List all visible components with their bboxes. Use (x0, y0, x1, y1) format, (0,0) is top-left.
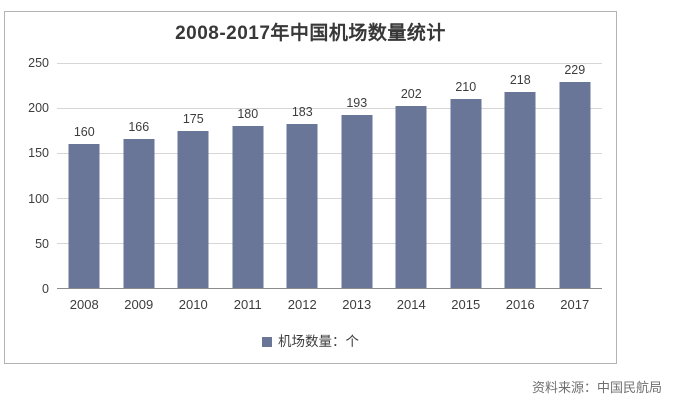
y-tick-label-100: 100 (28, 191, 49, 206)
chart-title: 2008-2017年中国机场数量统计 (175, 23, 446, 44)
x-tick-label-2016: 2016 (505, 297, 535, 312)
x-tick-label-2010: 2010 (178, 297, 208, 312)
bar-2015 (450, 99, 482, 289)
x-tick-label-2009: 2009 (124, 297, 154, 312)
x-tick-label-2011: 2011 (233, 297, 262, 312)
bar-slot-2013: 193 2013 (330, 63, 385, 312)
bar-value-label-2010: 175 (182, 112, 204, 126)
x-tick-label-2008: 2008 (69, 297, 99, 312)
bar-value-label-2013: 193 (346, 96, 368, 110)
bar-value-label-2009: 166 (128, 120, 150, 134)
plot-area: 0 50 100 150 200 250 160 2008 166 2009 175 2010 180… (28, 56, 603, 312)
bar-value-label-2014: 202 (400, 87, 422, 101)
y-tick-label-0: 0 (42, 282, 49, 296)
chart-container: 2008-2017年中国机场数量统计 0 50 100 150 200 250 160 20… (4, 11, 617, 364)
y-tick-label-200: 200 (28, 101, 49, 116)
gridline-50 (57, 243, 602, 245)
x-tick-label-2015: 2015 (451, 297, 481, 312)
bar-2008 (68, 144, 100, 289)
bar-2017 (559, 82, 591, 289)
legend-swatch-icon (262, 336, 272, 347)
bar-2014 (395, 106, 427, 289)
bar-2011 (232, 126, 264, 289)
bar-value-label-2012: 183 (291, 105, 313, 119)
y-tick-label-250: 250 (28, 56, 49, 70)
bar-slot-2017: 229 2017 (548, 63, 603, 312)
bar-slot-2008: 160 2008 (57, 63, 112, 312)
bar-slot-2015: 210 2015 (439, 63, 494, 312)
gridline-200 (57, 107, 602, 109)
x-tick-label-2012: 2012 (287, 297, 317, 312)
x-tick-label-2013: 2013 (342, 297, 372, 312)
source-note: 资料来源：中国民航局 (531, 380, 662, 395)
bar-value-label-2015: 210 (455, 80, 477, 94)
bar-value-label-2011: 180 (237, 107, 259, 121)
bar-value-label-2008: 160 (73, 125, 95, 139)
bar-slot-2010: 175 2010 (166, 63, 221, 312)
gridline-100 (57, 198, 602, 200)
bar-slot-2014: 202 2014 (384, 63, 439, 312)
legend-label: 机场数量：个 (278, 334, 359, 349)
gridline-250 (57, 62, 602, 64)
bar-slot-2011: 180 2011 (221, 63, 276, 312)
bars-layer: 160 2008 166 2009 175 2010 180 2011 183 2012 193 20… (57, 63, 603, 312)
x-tick-label-2014: 2014 (396, 297, 426, 312)
legend: 机场数量：个 (5, 333, 616, 350)
bar-2010 (177, 131, 209, 289)
gridline-150 (57, 152, 602, 154)
bar-value-label-2016: 218 (509, 73, 531, 87)
x-axis-line (57, 288, 602, 289)
bar-2012 (286, 124, 318, 289)
bar-slot-2009: 166 2009 (112, 63, 167, 312)
bar-2016 (504, 92, 536, 289)
bar-value-label-2017: 229 (564, 63, 586, 77)
bar-2013 (341, 115, 373, 289)
x-tick-label-2017: 2017 (560, 297, 590, 312)
bar-slot-2016: 218 2016 (493, 63, 548, 312)
y-tick-label-50: 50 (35, 236, 49, 251)
bar-2009 (123, 139, 155, 289)
bar-slot-2012: 183 2012 (275, 63, 330, 312)
y-tick-label-150: 150 (28, 146, 49, 161)
